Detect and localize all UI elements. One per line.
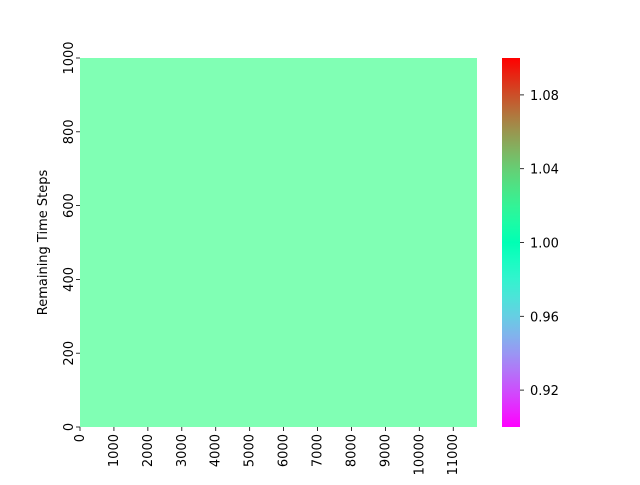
colorbar-tick-label: 1.08 <box>530 89 559 104</box>
x-tick-label: 3000 <box>175 434 190 467</box>
y-tick-label: 200 <box>62 341 77 366</box>
x-tick-label: 0 <box>73 434 88 442</box>
colorbar-tick-label: 0.96 <box>530 310 559 325</box>
x-tick-label: 8000 <box>344 434 359 467</box>
x-tick-label: 11000 <box>446 434 461 475</box>
x-tick-label: 10000 <box>412 434 427 475</box>
y-axis-label: Remaining Time Steps <box>36 170 51 316</box>
y-tick-label: 400 <box>62 267 77 292</box>
y-tick-label: 1000 <box>62 41 77 74</box>
x-tick-label: 2000 <box>141 434 156 467</box>
colorbar-tick-label: 1.04 <box>530 163 559 178</box>
colorbar-axis: 0.92 0.96 1.00 1.04 1.08 <box>520 89 559 399</box>
x-axis: 0 1000 2000 3000 4000 5000 6000 7000 8000 9000 100… <box>73 427 461 475</box>
x-tick-label: 5000 <box>243 434 258 467</box>
y-tick-label: 800 <box>62 119 77 144</box>
colorbar-tick-label: 0.92 <box>530 384 559 399</box>
x-tick-label: 1000 <box>107 434 122 467</box>
x-tick-label: 4000 <box>209 434 224 467</box>
colorbar-tick-label: 1.00 <box>530 237 559 252</box>
y-tick-label: 0 <box>62 423 77 431</box>
colorbar <box>502 58 520 427</box>
y-axis: 0 200 400 600 800 1000 <box>62 41 80 431</box>
x-tick-label: 9000 <box>378 434 393 467</box>
x-tick-label: 6000 <box>277 434 292 467</box>
y-tick-label: 600 <box>62 193 77 218</box>
x-tick-label: 7000 <box>311 434 326 467</box>
heatmap-cell <box>80 58 477 427</box>
